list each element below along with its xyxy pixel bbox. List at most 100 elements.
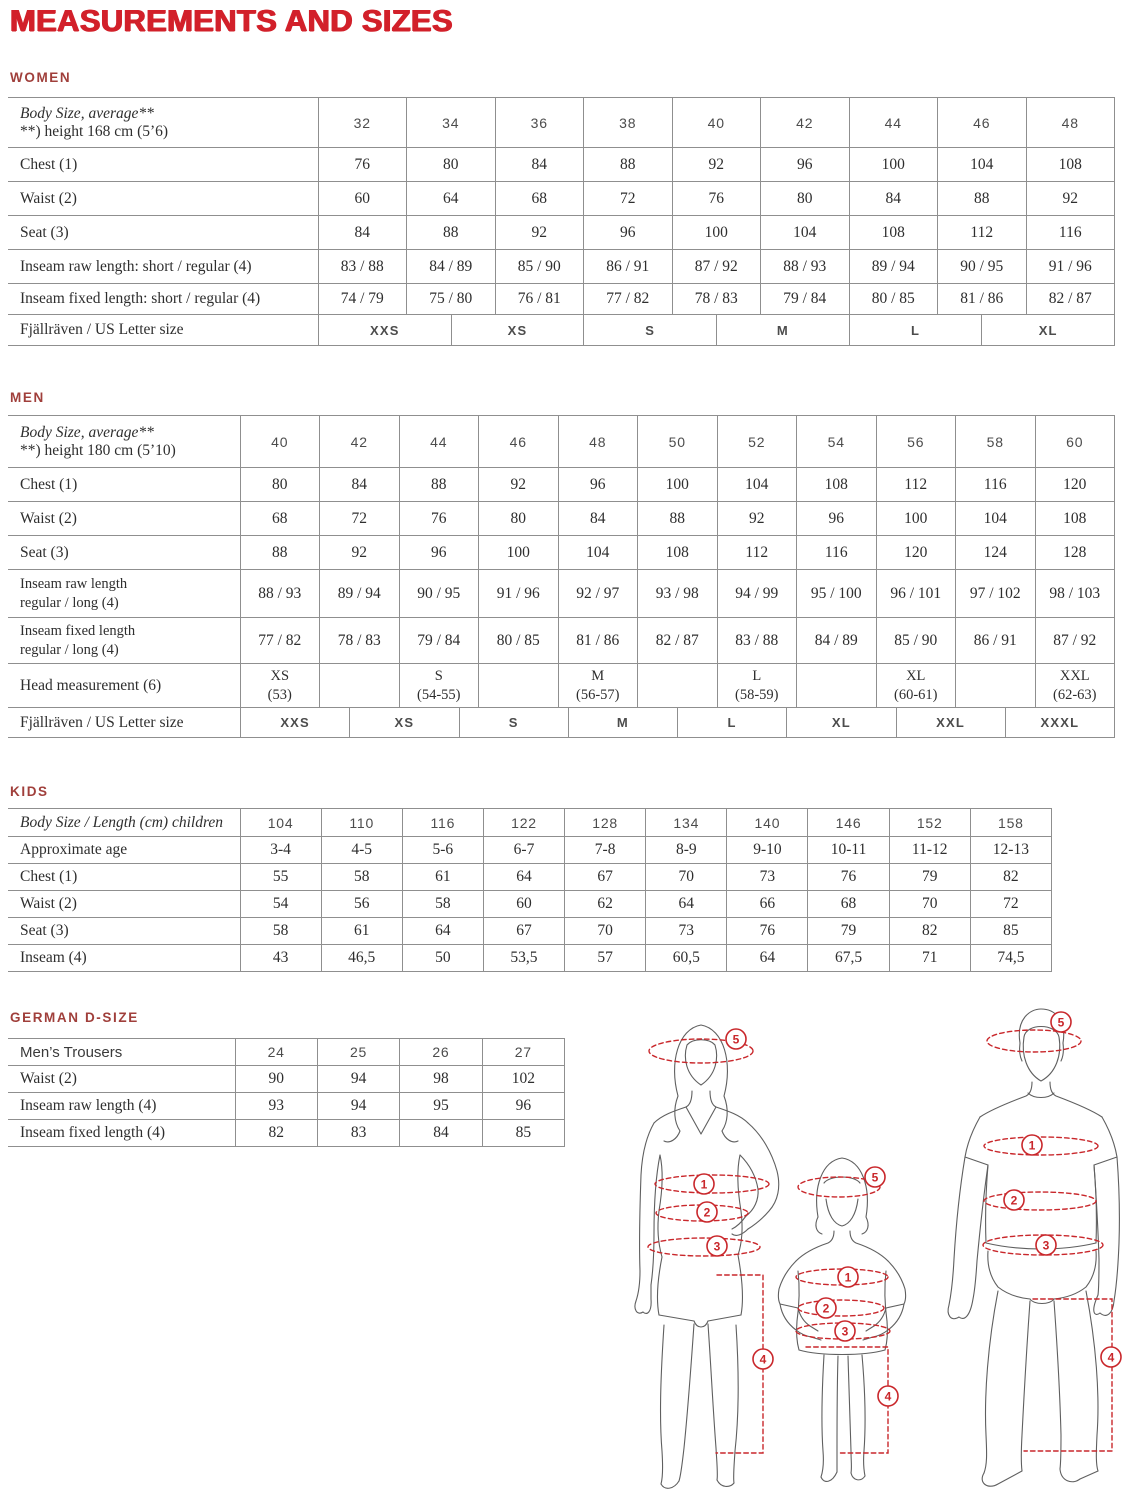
measurement-row: Inseam raw length regular / long (4) 88 /… [8, 569, 1115, 618]
woman-figure: 5 1 2 3 4 [634, 1024, 780, 1489]
woman-chest-measure-line [654, 1174, 770, 1194]
value-cell: 60,5 [645, 944, 727, 972]
value-cell: 84 [399, 1119, 483, 1147]
measurement-row: Chest (1) 80 84 88 92 96 100 104 108 112 116 120 [8, 467, 1115, 502]
child-figure: 5 1 2 3 4 [777, 1157, 907, 1482]
row-label: Inseam raw length (4) [8, 1092, 235, 1120]
kids-size-table-wrap: Body Size / Length (cm) children 104 110 11… [8, 808, 1053, 972]
woman-waist-badge: 2 [696, 1201, 718, 1223]
value-cell: 100 [637, 467, 717, 502]
value-cell: 79 [888, 863, 971, 891]
value-cell: 58 [239, 917, 322, 945]
section-heading-women: WOMEN [10, 70, 72, 85]
measurement-row: Seat (3) 58 61 64 67 70 73 76 79 82 85 [8, 917, 1053, 945]
row-label: Seat (3) [8, 917, 240, 945]
size-column-header: 44 [848, 97, 938, 148]
value-cell: 64 [482, 863, 565, 891]
value-cell: 116 [955, 467, 1035, 502]
measurement-row: Chest (1) 76 80 84 88 92 96 100 104 108 [8, 147, 1115, 182]
size-column-header: 158 [969, 808, 1053, 837]
value-cell: 72 [319, 501, 399, 536]
svg-text:1: 1 [845, 1271, 852, 1285]
value-cell: 88 [239, 535, 320, 570]
child-head-measure-line [797, 1176, 881, 1198]
svg-text:5: 5 [872, 1171, 879, 1185]
value-cell: 76 [807, 863, 890, 891]
value-cell: 70 [888, 890, 971, 918]
value-cell: 55 [239, 863, 322, 891]
size-column-header: 40 [671, 97, 761, 148]
letter-size-cell: S [458, 708, 568, 738]
row-label: Approximate age [8, 836, 240, 864]
value-cell: 84 [494, 147, 584, 182]
value-cell: 83 [316, 1119, 400, 1147]
size-column-header: 60 [1034, 415, 1115, 468]
value-cell: 104 [937, 147, 1026, 182]
men-size-table: Body Size, average** **) height 180 cm (5… [8, 415, 1115, 708]
value-cell: 85 [969, 917, 1053, 945]
child-head-badge: 5 [864, 1166, 886, 1188]
row-label: Waist (2) [8, 501, 240, 536]
measurement-row: Inseam fixed length: short / regular (4)… [8, 283, 1115, 315]
value-cell: 64 [406, 181, 495, 216]
value-cell: 84 / 89 [406, 249, 495, 284]
man-seat-badge: 3 [1035, 1234, 1057, 1256]
child-seat-badge: 3 [834, 1320, 856, 1342]
size-column-header: 46 [937, 97, 1026, 148]
page-title: MEASUREMENTS AND SIZES [10, 3, 453, 38]
size-column-header: 48 [1025, 97, 1115, 148]
value-cell [478, 663, 558, 708]
man-chest-measure-line [983, 1136, 1099, 1156]
value-cell: 94 [316, 1092, 400, 1120]
value-cell: 96 [760, 147, 849, 182]
value-cell: 92 [716, 501, 797, 536]
measurement-row: Waist (2) 54 56 58 60 62 64 66 68 70 72 [8, 890, 1053, 918]
value-cell: 112 [716, 535, 797, 570]
value-cell: 120 [875, 535, 956, 570]
women-size-table: Body Size, average** **) height 168 cm (5… [8, 97, 1115, 315]
german-size-table: Men’s Trousers 24 25 26 27 Waist (2) 90 94 98 102… [8, 1038, 566, 1147]
value-cell: 58 [320, 863, 403, 891]
value-cell: M (56-57) [557, 663, 638, 708]
value-cell: 79 [807, 917, 890, 945]
row-label: Inseam raw length regular / long (4) [8, 569, 240, 618]
svg-text:3: 3 [714, 1240, 721, 1254]
size-column-header: 24 [234, 1038, 318, 1066]
size-column-header: 42 [319, 415, 399, 468]
value-cell: 89 / 94 [319, 569, 399, 618]
row-label: Chest (1) [8, 467, 240, 502]
size-column-header: 26 [399, 1038, 483, 1066]
value-cell: 82 [234, 1119, 318, 1147]
value-cell: 108 [848, 215, 938, 250]
letter-size-cell: L [848, 315, 982, 346]
value-cell: 88 [583, 147, 672, 182]
letter-size-cell: XL [786, 708, 896, 738]
value-cell [955, 663, 1035, 708]
section-heading-men: MEN [10, 390, 45, 405]
value-cell: 120 [1034, 467, 1115, 502]
value-cell: 108 [637, 535, 717, 570]
value-cell: 68 [807, 890, 890, 918]
size-column-header: 27 [481, 1038, 566, 1066]
value-cell: 74,5 [969, 944, 1053, 972]
svg-text:1: 1 [1029, 1139, 1036, 1153]
german-size-table-wrap: Men’s Trousers 24 25 26 27 Waist (2) 90 94 98 102… [8, 1038, 566, 1147]
value-cell: 78 / 83 [319, 617, 399, 664]
value-cell: 5-6 [401, 836, 484, 864]
value-cell: 67,5 [807, 944, 890, 972]
letter-size-row: Fjällräven / US Letter size XXS XS S M L XL XXL… [8, 708, 1115, 738]
measurement-row: Seat (3) 84 88 92 96 100 104 108 112 116 [8, 215, 1115, 250]
value-cell: 81 / 86 [557, 617, 638, 664]
svg-text:2: 2 [823, 1302, 830, 1316]
value-cell [637, 663, 717, 708]
value-cell: 124 [955, 535, 1035, 570]
value-cell: 96 [796, 501, 876, 536]
value-cell: 88 [937, 181, 1026, 216]
svg-text:4: 4 [760, 1353, 767, 1367]
man-head-measure-line [986, 1029, 1082, 1053]
value-cell: 128 [1034, 535, 1115, 570]
value-cell: 74 / 79 [317, 283, 407, 315]
size-column-header: 104 [239, 808, 322, 837]
woman-chest-badge: 1 [693, 1173, 715, 1195]
svg-text:4: 4 [885, 1390, 892, 1404]
